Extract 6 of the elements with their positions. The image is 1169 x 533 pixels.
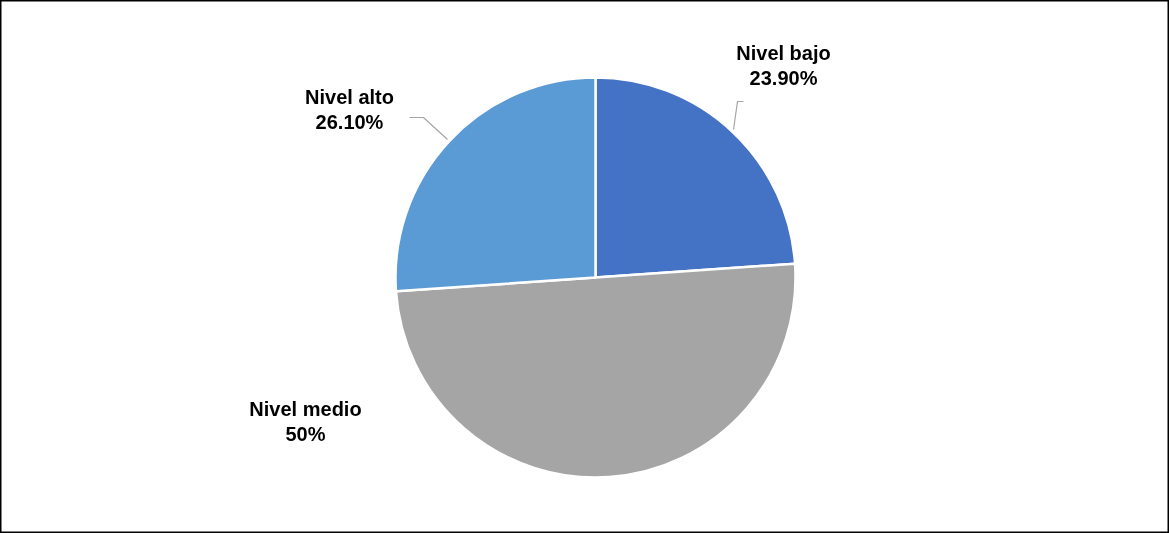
data-label: 26.10% bbox=[315, 110, 384, 133]
slice-label: Nivel medio bbox=[249, 398, 362, 421]
data-label: 50% bbox=[285, 422, 326, 445]
slice-label: Nivel alto bbox=[305, 86, 394, 109]
data-label: 23.90% bbox=[749, 66, 818, 89]
slice-label: Nivel bajo bbox=[736, 42, 831, 65]
